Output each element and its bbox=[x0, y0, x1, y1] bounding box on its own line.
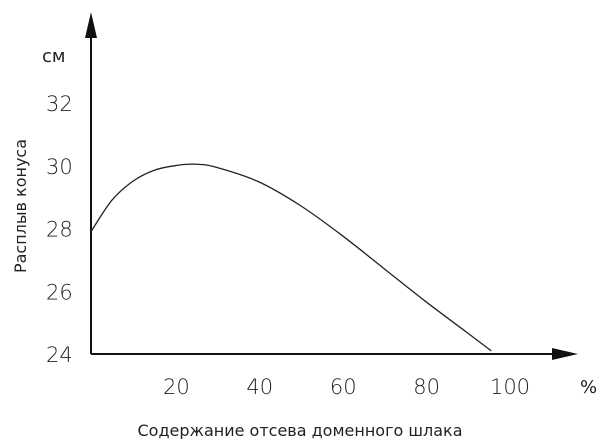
y-tick-label: 28 bbox=[46, 218, 73, 242]
y-tick-labels: 24 26 28 30 32 bbox=[46, 92, 73, 367]
y-tick-label: 24 bbox=[46, 343, 73, 367]
y-axis-arrow bbox=[85, 12, 97, 38]
y-unit-label: см bbox=[42, 46, 65, 67]
x-tick-label: 80 bbox=[413, 375, 440, 399]
y-axis bbox=[85, 12, 97, 354]
x-tick-labels: 20 40 60 80 100 bbox=[163, 375, 530, 399]
x-tick-label: 40 bbox=[246, 375, 273, 399]
series-line bbox=[90, 163, 492, 352]
x-tick-label: 60 bbox=[330, 375, 357, 399]
x-axis-title: Содержание отсева доменного шлака bbox=[138, 421, 463, 439]
x-tick-label: 20 bbox=[163, 375, 190, 399]
x-tick-label: 100 bbox=[490, 375, 530, 399]
y-tick-label: 26 bbox=[46, 280, 73, 304]
y-tick-label: 32 bbox=[46, 92, 73, 116]
y-axis-title: Расплыв конуса bbox=[11, 139, 30, 273]
y-tick-label: 30 bbox=[46, 155, 73, 179]
x-unit-label: % bbox=[580, 377, 597, 398]
x-axis bbox=[91, 348, 578, 360]
x-axis-arrow bbox=[552, 348, 578, 360]
